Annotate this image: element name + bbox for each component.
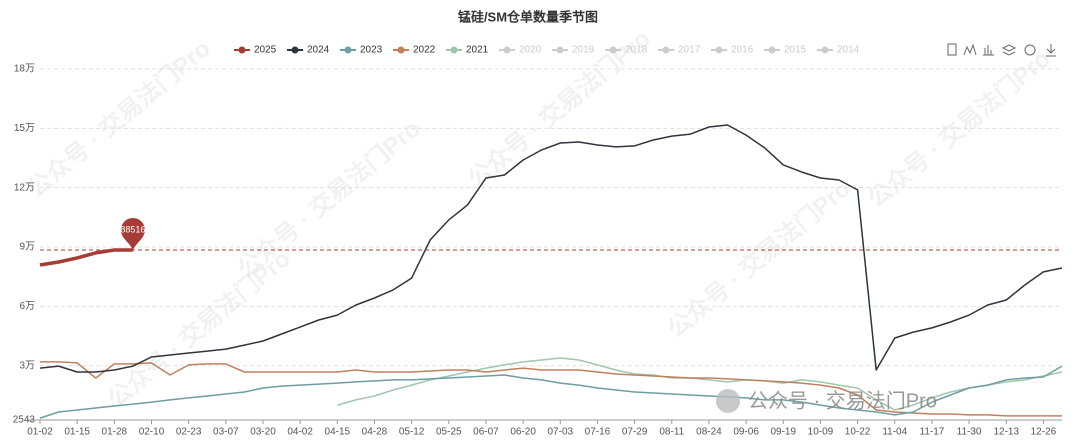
y-tick-label: 15万	[14, 123, 35, 134]
x-tick-label: 10-22	[845, 427, 871, 438]
x-tick-label: 12-26	[1031, 427, 1057, 438]
watermark: 公众号 · 交易法门Pro	[232, 114, 426, 283]
legend-label: 2015	[784, 45, 807, 56]
x-tick-label: 06-07	[473, 427, 499, 438]
x-tick-label: 01-02	[27, 427, 53, 438]
legend-label: 2023	[360, 45, 383, 56]
series-line	[39, 365, 1063, 419]
x-tick-label: 01-28	[102, 427, 128, 438]
legend-label: 2014	[837, 45, 860, 56]
legend-swatch	[450, 46, 458, 54]
legend-item[interactable]: 2014	[817, 45, 860, 56]
legend-item[interactable]: 2023	[340, 45, 383, 56]
legend-swatch	[556, 46, 564, 54]
x-tick-label: 07-29	[622, 427, 648, 438]
x-tick-label: 06-20	[510, 427, 536, 438]
mark-point-label: 88516	[120, 224, 145, 234]
legend-item[interactable]: 2015	[764, 45, 807, 56]
legend-label: 2016	[731, 45, 754, 56]
x-tick-label: 03-07	[213, 427, 239, 438]
x-tick-label: 02-23	[176, 427, 202, 438]
legend-label: 2024	[307, 45, 330, 56]
x-tick-label: 11-04	[882, 427, 907, 438]
x-tick-label: 04-15	[325, 427, 351, 438]
legend-label: 2025	[254, 45, 277, 56]
x-tick-label: 04-02	[287, 427, 313, 438]
legend-label: 2022	[413, 45, 436, 56]
legend-item[interactable]: 2018	[605, 45, 648, 56]
series-line	[39, 248, 133, 267]
series-line	[40, 361, 1062, 417]
watermark: 公众号 · 交易法门Pro	[662, 174, 856, 343]
x-tick-label: 11-30	[957, 427, 982, 438]
tool-save[interactable]	[1046, 44, 1056, 57]
legend-swatch	[662, 46, 670, 54]
x-tick-label: 07-03	[548, 427, 574, 438]
legend-item[interactable]: 2024	[287, 45, 330, 56]
legend-swatch	[768, 46, 776, 54]
legend-swatch	[715, 46, 723, 54]
legend-item[interactable]: 2017	[658, 45, 701, 56]
series-line	[337, 357, 1063, 411]
x-tick-label: 11-17	[920, 427, 945, 438]
legend-item[interactable]: 2019	[552, 45, 595, 56]
x-tick-label: 10-09	[808, 427, 834, 438]
legend-item[interactable]: 2025	[234, 45, 277, 56]
legend-item[interactable]: 2022	[393, 45, 436, 56]
legend-swatch	[503, 46, 511, 54]
legend-swatch	[397, 46, 405, 54]
legend-swatch	[609, 46, 617, 54]
y-tick-label: 12万	[14, 182, 35, 193]
x-tick-label: 07-16	[585, 427, 611, 438]
legend-item[interactable]: 2016	[711, 45, 754, 56]
x-tick-label: 01-15	[64, 427, 90, 438]
watermark-logo: 公众号 · 交易法门Pro	[748, 389, 937, 412]
legend-label: 2017	[678, 45, 701, 56]
tool-bar[interactable]	[983, 45, 994, 56]
y-tick-label: 9万	[19, 242, 35, 253]
legend-item[interactable]: 2021	[446, 45, 489, 56]
x-tick-label: 08-11	[659, 427, 684, 438]
x-tick-label: 08-24	[696, 427, 722, 438]
legend-swatch	[821, 46, 829, 54]
legend-label: 2018	[625, 45, 648, 56]
tool-line[interactable]	[963, 43, 977, 56]
x-tick-label: 05-12	[399, 427, 425, 438]
legend-label: 2020	[519, 45, 542, 56]
legend-label: 2021	[466, 45, 489, 56]
toolbox[interactable]	[947, 43, 1056, 57]
y-tick-label: 3万	[19, 360, 35, 371]
legend-swatch	[291, 46, 299, 54]
x-tick-label: 03-20	[250, 427, 276, 438]
legend-swatch	[344, 46, 352, 54]
legend-swatch	[238, 46, 246, 54]
x-tick-label: 12-13	[993, 427, 1019, 438]
legend-label: 2019	[572, 45, 595, 56]
x-tick-label: 09-06	[733, 427, 759, 438]
chart-title: 锰硅/SM仓单数量季节图	[458, 9, 598, 24]
legend-item[interactable]: 2020	[499, 45, 542, 56]
y-tick-label: 6万	[19, 301, 35, 312]
tool-restore[interactable]	[1024, 44, 1036, 56]
watermark-icon	[716, 389, 740, 413]
x-tick-label: 02-10	[139, 427, 165, 438]
tool-stack[interactable]	[1001, 44, 1017, 56]
watermark: 公众号 · 交易法门Pro	[22, 34, 216, 203]
series-line	[39, 124, 1063, 373]
mark-point	[120, 217, 145, 250]
tool-data-view[interactable]	[947, 43, 957, 56]
y-tick-label: 18万	[14, 64, 35, 75]
y-tick-label: 2543	[13, 415, 36, 426]
x-tick-label: 09-19	[770, 427, 796, 438]
x-tick-label: 04-28	[362, 427, 388, 438]
x-tick-label: 05-25	[436, 427, 462, 438]
